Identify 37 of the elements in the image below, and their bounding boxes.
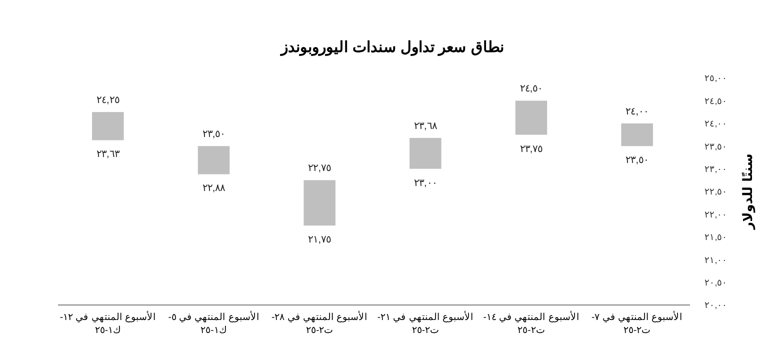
y-tick-label: ٢٣,٠٠ xyxy=(704,164,728,174)
annotation: ٢٣,٧٥ xyxy=(520,144,543,155)
annotation: ٢٣,٠٠ xyxy=(414,178,437,189)
x-tick-label: الأسبوع المنتهي في ٢١-ت٢-٢٥ xyxy=(377,311,474,336)
annotation: ٢٤,٢٥ xyxy=(96,95,120,106)
annotation: ٢٢,٨٨ xyxy=(202,183,226,194)
y-tick-label: ٢١,٠٠ xyxy=(704,254,728,265)
annotation: ٢٣,٥٠ xyxy=(202,129,226,140)
y-tick-label: ٢٠,٠٠ xyxy=(704,300,728,310)
x-tick-label: الأسبوع المنتهي في ١٤-ت٢-٢٥ xyxy=(483,311,580,336)
chart-title: نطاق سعر تداول سندات اليوروبوندز xyxy=(280,39,504,56)
y-tick-label: ٢٤,٠٠ xyxy=(704,118,728,129)
annotation: ٢٣,٦٨ xyxy=(414,120,438,132)
y-tick-label: ٢١,٥٠ xyxy=(704,232,728,242)
y-tick-label: ٢٢,٥٠ xyxy=(704,186,728,197)
y-tick-label: ٢٣,٥٠ xyxy=(704,141,728,152)
annotation: ٢٤,٠٠ xyxy=(626,106,648,118)
x-tick-label: الأسبوع المنتهي في ٧-ت٢-٢٥ xyxy=(592,311,683,336)
y-tick-label: ٢٠,٥٠ xyxy=(704,277,728,288)
x-tick-label: الأسبوع المنتهي في ٥-ك١-٢٥ xyxy=(168,311,260,336)
bar xyxy=(92,112,124,140)
y-tick-label: ٢٤,٥٠ xyxy=(704,96,728,106)
bar xyxy=(515,100,548,135)
y-tick-label: ٢٥,٠٠ xyxy=(704,73,728,84)
bar xyxy=(198,146,230,174)
y-axis-title: سنتًا للدولار xyxy=(741,154,756,230)
annotation: ٢٣,٥٠ xyxy=(626,155,648,166)
y-tick-label: ٢٢,٠٠ xyxy=(704,209,728,220)
annotation: ٢٣,٦٣ xyxy=(96,149,120,160)
x-tick-label: الأسبوع المنتهي في ٢٨-ت٢-٢٥ xyxy=(272,311,368,336)
x-tick-label: الأسبوع المنتهي في ١٢-ك١-٢٥ xyxy=(60,311,156,336)
bar xyxy=(410,138,442,169)
bar xyxy=(621,123,653,146)
annotation: ٢٢,٧٥ xyxy=(308,163,331,174)
bar xyxy=(304,180,336,226)
annotation: ٢١,٧٥ xyxy=(308,234,331,246)
annotation: ٢٤,٥٠ xyxy=(520,84,543,95)
